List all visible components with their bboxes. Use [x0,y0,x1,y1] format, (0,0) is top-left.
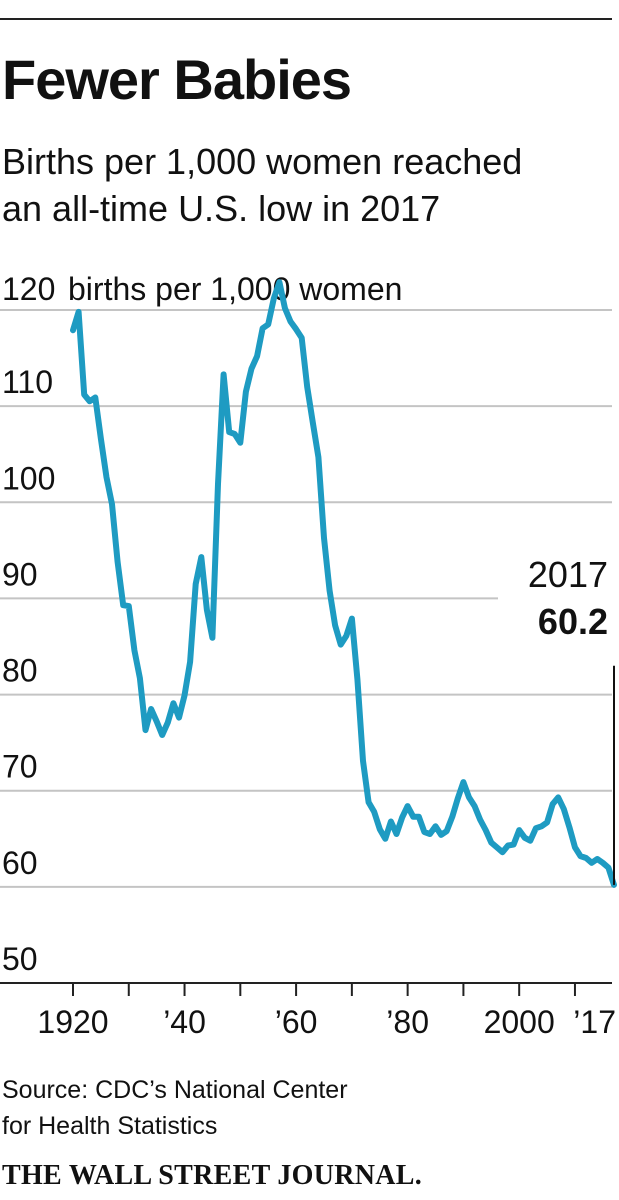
chart-title: Fewer Babies [2,48,352,111]
x-axis: 1920 ’40 ’60 ’80 2000 ’17 [37,983,616,1040]
y-tick-label-80: 80 [2,653,38,689]
chart-subtitle: Births per 1,000 women reached an all-ti… [2,138,522,232]
gridlines [0,309,612,984]
x-tick-label-2017: ’17 [573,1004,616,1040]
subtitle-line-1: Births per 1,000 women reached [2,141,523,182]
y-tick-label-90: 90 [2,556,38,592]
series-line-birth-rate [70,279,617,888]
y-tick-label-70: 70 [2,749,38,785]
annotation-value: 60.2 [538,601,608,642]
y-tick-label-120: 120 [2,271,55,307]
y-tick-label-60: 60 [2,845,38,881]
x-tick-label-1920: 1920 [37,1004,108,1040]
annotation-layer: 2017 60.2 [528,554,615,885]
y-axis-labels: 120 births per 1,000 women 110 100 90 80 70 60 5… [2,271,402,977]
y-tick-label-100: 100 [2,460,55,496]
x-tick-label-1940: ’40 [163,1004,206,1040]
source-note: Source: CDC’s National Center for Health… [2,1072,348,1144]
x-tick-label-1960: ’60 [275,1004,318,1040]
y-axis-unit-label: births per 1,000 women [68,271,402,307]
x-tick-label-2000: 2000 [484,1004,555,1040]
wsj-logo: THE WALL STREET JOURNAL. [2,1160,423,1191]
x-tick-label-1980: ’80 [386,1004,429,1040]
source-line-1: Source: CDC’s National Center [2,1076,348,1104]
top-rule [0,18,612,20]
y-tick-label-50: 50 [2,941,38,977]
source-line-2: for Health Statistics [2,1112,218,1140]
series-layer [70,279,617,888]
subtitle-line-2: an all-time U.S. low in 2017 [2,188,441,229]
annotation-year: 2017 [528,554,608,595]
y-tick-label-110: 110 [2,364,53,400]
birth-rate-line-chart: 120 births per 1,000 women 110 100 90 80 70 60 5… [0,271,617,1040]
